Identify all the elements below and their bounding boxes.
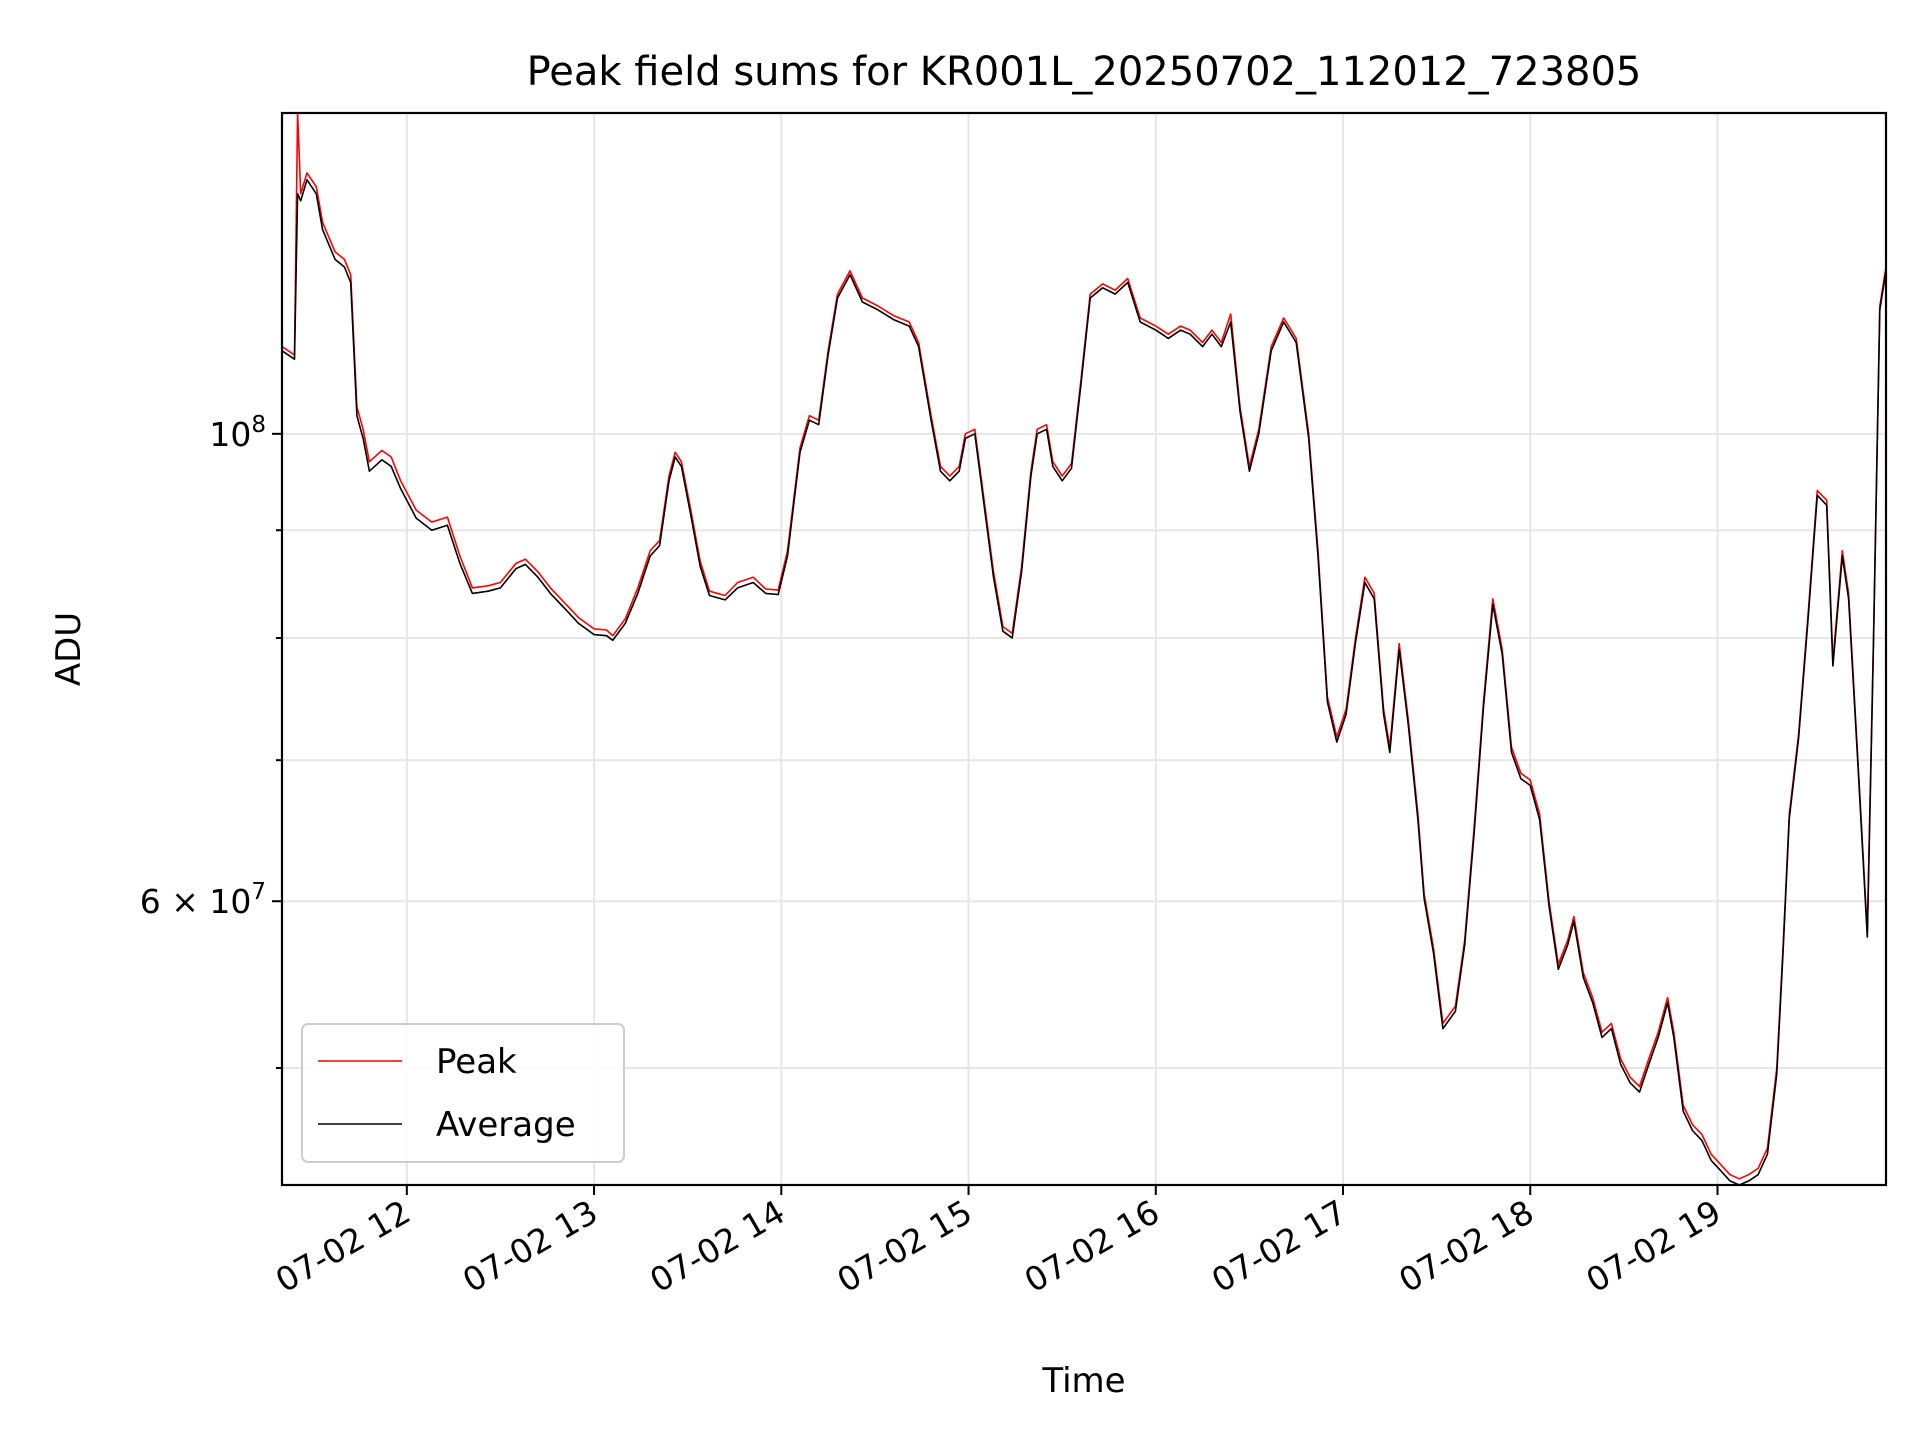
x-axis-ticks: 07-02 12 07-02 13 07-02 14 07-02 15 07-02 16… bbox=[269, 1185, 1727, 1300]
y-axis-label: ADU bbox=[49, 612, 89, 686]
x-tick-label: 07-02 13 bbox=[456, 1192, 604, 1300]
plot-frame bbox=[280, 111, 1888, 1187]
y-tick-label: 6 × 107 bbox=[140, 879, 266, 921]
x-tick-label: 07-02 18 bbox=[1392, 1192, 1540, 1300]
x-tick-label: 07-02 14 bbox=[643, 1192, 791, 1300]
x-tick-label: 07-02 16 bbox=[1018, 1192, 1166, 1300]
x-axis-label: Time bbox=[1041, 1361, 1125, 1401]
y-tick-label: 108 bbox=[209, 412, 266, 454]
legend: Peak Average bbox=[301, 1023, 625, 1163]
series-line-peak bbox=[281, 112, 1887, 1180]
legend-average-label: Average bbox=[436, 1105, 576, 1145]
x-tick-label: 07-02 15 bbox=[831, 1192, 979, 1300]
x-tick-label: 07-02 17 bbox=[1205, 1192, 1353, 1300]
x-tick-label: 07-02 12 bbox=[269, 1192, 417, 1300]
plot-series bbox=[281, 112, 1887, 1186]
legend-box bbox=[301, 1023, 625, 1163]
y-axis-ticks: 108 6 × 107 bbox=[140, 412, 282, 1070]
legend-peak-label: Peak bbox=[436, 1042, 517, 1082]
grid bbox=[282, 113, 1886, 1185]
x-tick-label: 07-02 19 bbox=[1579, 1192, 1727, 1300]
chart-title: Peak field sums for KR001L_20250702_1120… bbox=[527, 49, 1642, 95]
series-line-average bbox=[281, 179, 1887, 1186]
